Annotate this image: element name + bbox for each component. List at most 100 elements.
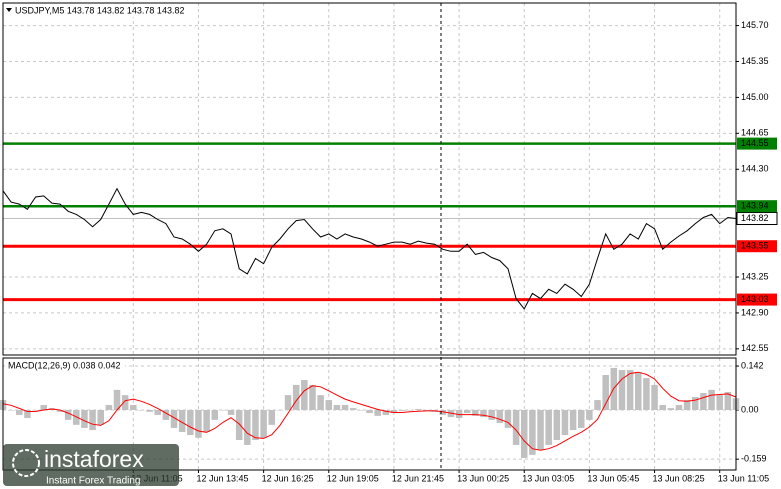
macd-bar <box>423 409 430 411</box>
x-tick-label: 13 Jun 08:25 <box>653 473 705 483</box>
macd-bar <box>463 409 471 414</box>
macd-bar <box>292 384 300 410</box>
macd-bar <box>130 405 137 410</box>
macd-bar <box>333 405 341 410</box>
macd-bar <box>73 409 80 425</box>
macd-bar <box>309 384 316 410</box>
macd-bar <box>268 409 276 425</box>
macd-bar <box>700 392 707 410</box>
macd-bar <box>219 409 227 411</box>
macd-bar <box>716 395 723 410</box>
macd-bar <box>170 409 178 428</box>
macd-bar <box>577 409 585 428</box>
plot-layers: 142.55 142.90 143.25 144.30 144.65 145.00 145.… <box>0 3 778 483</box>
macd-bar <box>121 395 129 410</box>
macd-bar <box>113 389 121 410</box>
macd-bar <box>480 409 487 418</box>
macd-bar <box>406 409 414 411</box>
level-label: 144.55 <box>741 138 769 148</box>
macd-bar <box>472 409 479 416</box>
macd-bar <box>341 405 349 410</box>
y-tick-label: 145.70 <box>741 20 769 30</box>
macd-bar <box>105 405 113 410</box>
macd-bar <box>195 409 202 438</box>
macd-bar <box>56 409 64 412</box>
macd-bar <box>569 409 577 431</box>
macd-bar <box>235 409 243 440</box>
macd-bar <box>349 408 357 410</box>
macd-bar <box>618 370 626 410</box>
y-tick-label: -0.159 <box>741 454 767 464</box>
macd-bar <box>203 409 210 432</box>
x-tick-label: 12 Jun 19:05 <box>327 473 379 483</box>
macd-bar <box>187 409 194 436</box>
macd-bar <box>276 409 284 411</box>
x-tick-label: 12 Jun 13:45 <box>196 473 248 483</box>
watermark: instaforex Instant Forex Trading <box>3 444 179 487</box>
macd-frame <box>2 357 737 471</box>
macd-bar <box>317 395 324 410</box>
macd-bar <box>659 405 666 410</box>
macd-bar <box>708 389 715 410</box>
last-price-label: 143.82 <box>741 213 769 223</box>
y-tick-label: 143.25 <box>741 271 769 281</box>
x-tick-label: 12 Jun 16:25 <box>262 473 314 483</box>
macd-bar <box>667 408 675 410</box>
y-tick-label: 0.00 <box>741 404 759 414</box>
macd-bar <box>24 409 31 419</box>
main-frame <box>2 2 737 356</box>
macd-bar <box>553 409 561 440</box>
macd-bar <box>724 392 732 410</box>
macd-bar <box>683 400 691 410</box>
macd-bar <box>496 409 504 423</box>
watermark-tagline: Instant Forex Trading <box>46 476 141 487</box>
macd-bar <box>643 378 650 410</box>
macd-bar <box>512 409 520 445</box>
macd-bar <box>635 371 642 410</box>
macd-bar <box>586 409 593 420</box>
y-tick-label: 142.90 <box>741 307 769 317</box>
y-tick-label: 144.65 <box>741 128 769 138</box>
x-tick-label: 13 Jun 03:05 <box>522 473 574 483</box>
macd-bar <box>692 396 699 410</box>
title-bg <box>5 360 125 372</box>
macd-bar <box>488 409 495 420</box>
macd-bar <box>626 370 634 410</box>
macd-bar <box>439 409 447 415</box>
macd-bar <box>178 409 186 432</box>
macd-bar <box>154 409 162 415</box>
macd-bar <box>374 409 381 416</box>
macd-bar <box>504 409 512 428</box>
macd-bar <box>211 409 219 420</box>
macd-bar <box>81 409 88 428</box>
price-line <box>2 187 737 310</box>
y-tick-label: 145.35 <box>741 56 769 66</box>
macd-bar <box>455 409 463 419</box>
x-tick-label: 13 Jun 11:05 <box>718 473 769 483</box>
macd-bar <box>244 409 251 445</box>
macd-bar <box>537 409 544 450</box>
macd-bar <box>32 409 39 411</box>
panel-title: MACD(12,26,9) 0.038 0.042 <box>8 360 121 370</box>
level-label: 143.55 <box>741 241 769 251</box>
y-tick-label: 142.55 <box>741 343 769 353</box>
macd-bar <box>382 409 390 415</box>
signal-line <box>2 371 737 451</box>
macd-bar <box>545 409 552 445</box>
level-label: 143.94 <box>741 201 769 211</box>
macd-bar <box>390 409 398 414</box>
macd-bar <box>260 409 267 438</box>
macd-bar <box>561 409 569 436</box>
macd-bar <box>138 409 145 411</box>
level-box <box>737 240 777 253</box>
macd-bar <box>675 405 683 410</box>
title-bg <box>5 5 195 17</box>
macd-bar <box>301 379 308 410</box>
macd-bar <box>398 409 406 411</box>
title-arrow <box>6 8 12 12</box>
x-tick-label: 13 Jun 00:25 <box>457 473 509 483</box>
watermark-logo <box>12 449 40 477</box>
macd-bar <box>227 409 235 415</box>
